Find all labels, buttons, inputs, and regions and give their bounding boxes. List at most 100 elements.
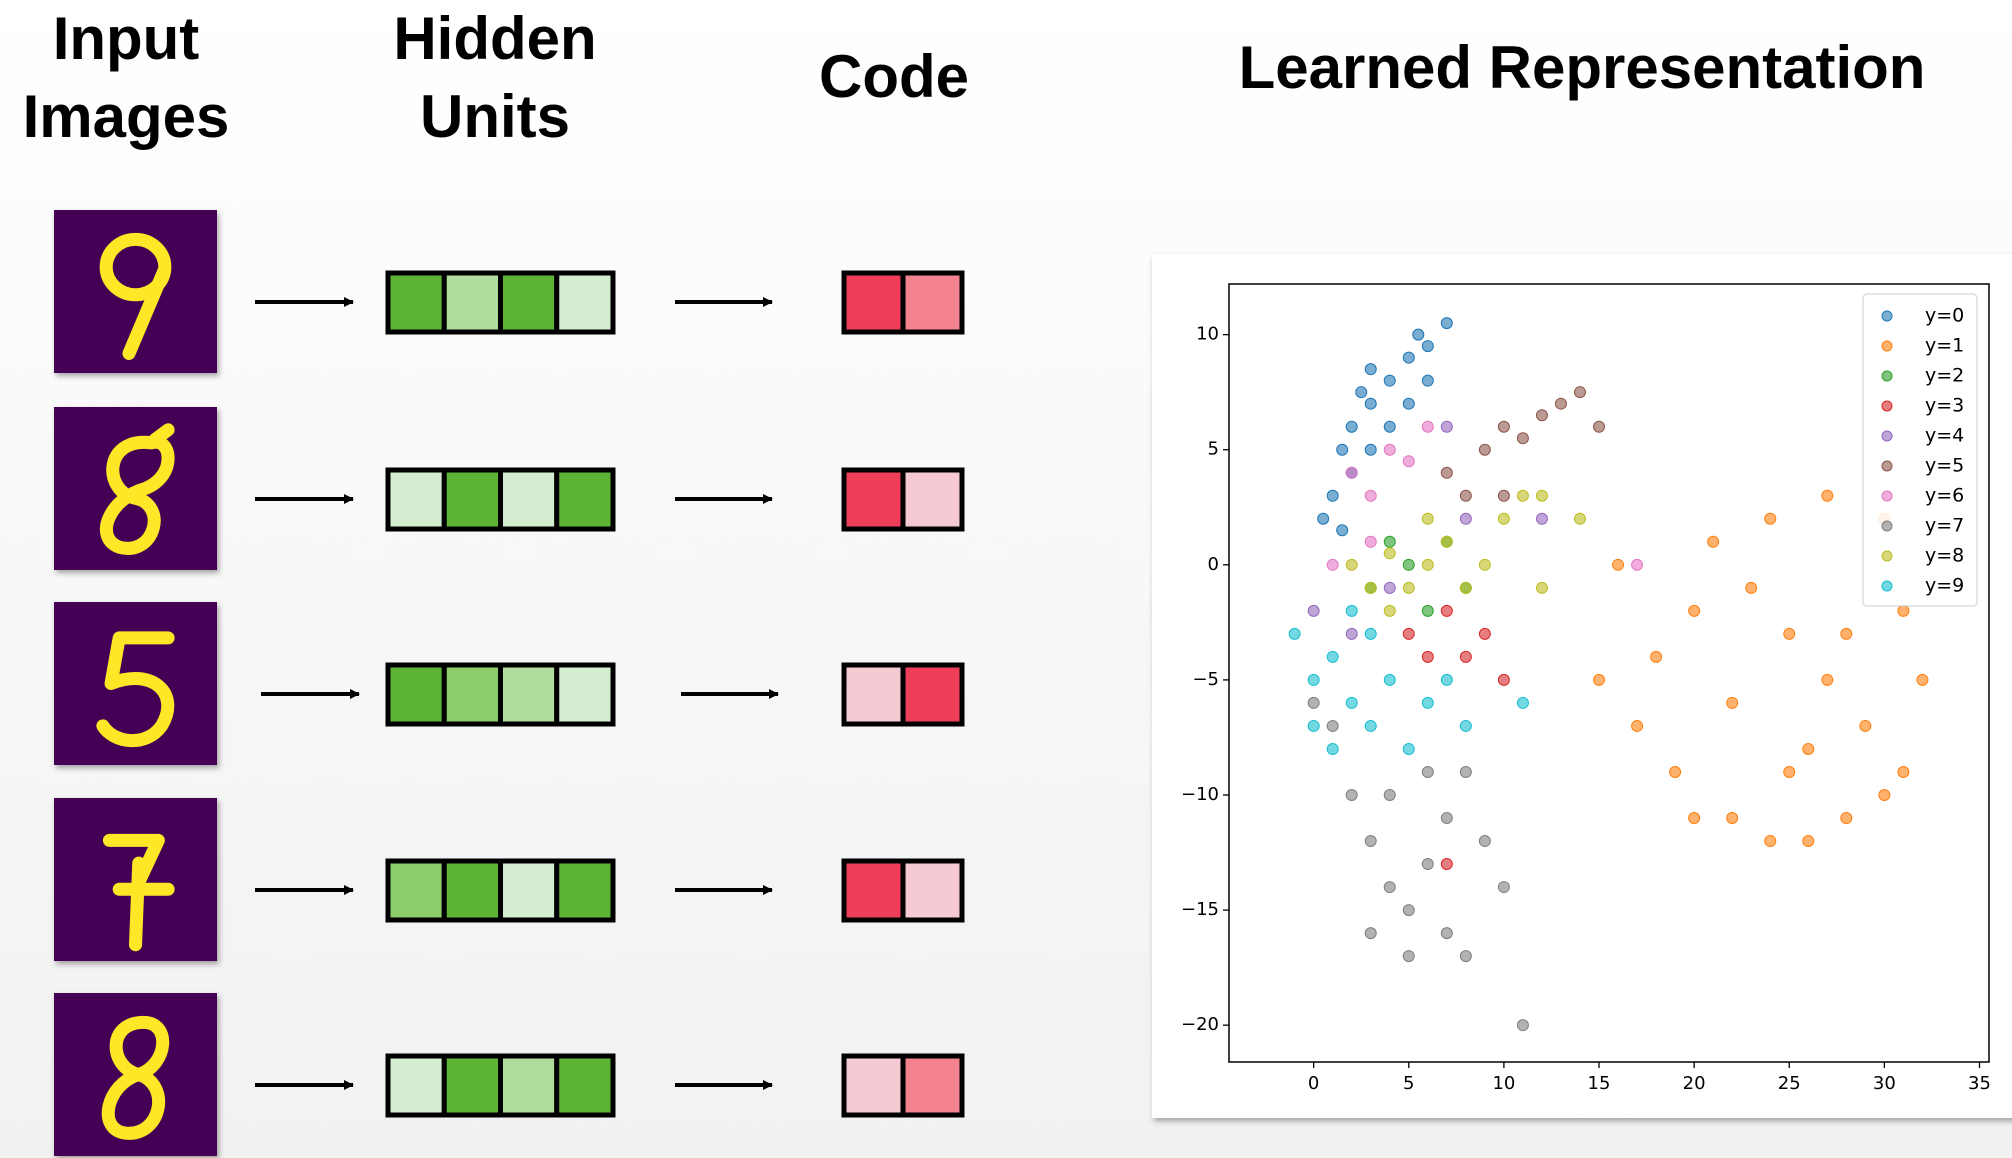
point xyxy=(1479,559,1490,570)
point xyxy=(1337,444,1348,455)
point xyxy=(1460,513,1471,524)
point xyxy=(1479,836,1490,847)
input-image xyxy=(54,993,217,1156)
point xyxy=(1346,628,1357,639)
point xyxy=(1422,341,1433,352)
hidden-unit xyxy=(388,861,444,920)
point xyxy=(1517,433,1528,444)
point xyxy=(1365,836,1376,847)
point xyxy=(1479,444,1490,455)
y-tick-label: 0 xyxy=(1208,554,1219,575)
input-image xyxy=(54,210,217,373)
point xyxy=(1441,813,1452,824)
point xyxy=(1346,789,1357,800)
x-tick-label: 20 xyxy=(1683,1073,1706,1094)
legend-label: y=7 xyxy=(1925,515,1964,537)
point xyxy=(1803,836,1814,847)
point xyxy=(1403,398,1414,409)
point xyxy=(1613,559,1624,570)
point xyxy=(1917,674,1928,685)
point xyxy=(1289,628,1300,639)
x-tick-label: 0 xyxy=(1308,1073,1319,1094)
point xyxy=(1460,490,1471,501)
point xyxy=(1403,628,1414,639)
point xyxy=(1822,674,1833,685)
point xyxy=(1460,720,1471,731)
code-unit xyxy=(903,273,962,332)
point xyxy=(1422,605,1433,616)
point xyxy=(1384,421,1395,432)
point xyxy=(1365,628,1376,639)
y-tick-label: 5 xyxy=(1208,439,1219,460)
hidden-unit xyxy=(501,273,557,332)
point xyxy=(1403,743,1414,754)
y-tick-label: −5 xyxy=(1192,669,1219,690)
hidden-unit xyxy=(557,1056,613,1115)
point xyxy=(1498,490,1509,501)
point xyxy=(1422,697,1433,708)
hidden-unit xyxy=(557,861,613,920)
point xyxy=(1689,605,1700,616)
legend-label: y=5 xyxy=(1925,455,1964,477)
point xyxy=(1727,813,1738,824)
hidden-unit xyxy=(557,273,613,332)
point xyxy=(1594,674,1605,685)
code-unit xyxy=(903,861,962,920)
hidden-unit xyxy=(444,861,500,920)
hidden-unit xyxy=(388,273,444,332)
point xyxy=(1327,720,1338,731)
input-image xyxy=(54,798,217,961)
point xyxy=(1422,651,1433,662)
hidden-unit xyxy=(501,470,557,529)
point xyxy=(1403,352,1414,363)
input-image xyxy=(54,602,217,765)
point xyxy=(1632,559,1643,570)
y-tick-label: −10 xyxy=(1181,784,1219,805)
point xyxy=(1822,490,1833,501)
hidden-unit xyxy=(557,470,613,529)
legend-label: y=8 xyxy=(1925,545,1964,567)
point xyxy=(1365,582,1376,593)
legend-label: y=4 xyxy=(1925,425,1964,447)
legend-marker xyxy=(1882,371,1892,381)
y-tick-label: 10 xyxy=(1196,324,1219,345)
point xyxy=(1727,697,1738,708)
legend-marker xyxy=(1882,341,1892,351)
point xyxy=(1403,951,1414,962)
point xyxy=(1365,720,1376,731)
legend-label: y=2 xyxy=(1925,365,1964,387)
legend-marker xyxy=(1882,401,1892,411)
point xyxy=(1670,766,1681,777)
point xyxy=(1841,813,1852,824)
point xyxy=(1384,674,1395,685)
code-unit xyxy=(903,665,962,724)
point xyxy=(1574,513,1585,524)
code-unit xyxy=(903,470,962,529)
legend-marker xyxy=(1882,581,1892,591)
point xyxy=(1365,490,1376,501)
x-tick-label: 35 xyxy=(1968,1073,1991,1094)
point xyxy=(1384,582,1395,593)
hidden-unit xyxy=(388,665,444,724)
point xyxy=(1898,766,1909,777)
point xyxy=(1536,490,1547,501)
point xyxy=(1441,928,1452,939)
point xyxy=(1498,513,1509,524)
point xyxy=(1422,513,1433,524)
point xyxy=(1365,398,1376,409)
y-tick-label: −20 xyxy=(1181,1014,1219,1035)
point xyxy=(1337,525,1348,536)
point xyxy=(1441,859,1452,870)
hidden-unit xyxy=(501,861,557,920)
point xyxy=(1308,697,1319,708)
point xyxy=(1365,536,1376,547)
point xyxy=(1327,743,1338,754)
point xyxy=(1346,697,1357,708)
hidden-unit xyxy=(444,273,500,332)
legend-marker xyxy=(1882,311,1892,321)
code-unit xyxy=(844,470,903,529)
point xyxy=(1708,536,1719,547)
legend-label: y=6 xyxy=(1925,485,1964,507)
point xyxy=(1441,318,1452,329)
diagram: 05101520253035−20−15−10−50510y=0y=1y=2y=… xyxy=(0,0,2012,1158)
